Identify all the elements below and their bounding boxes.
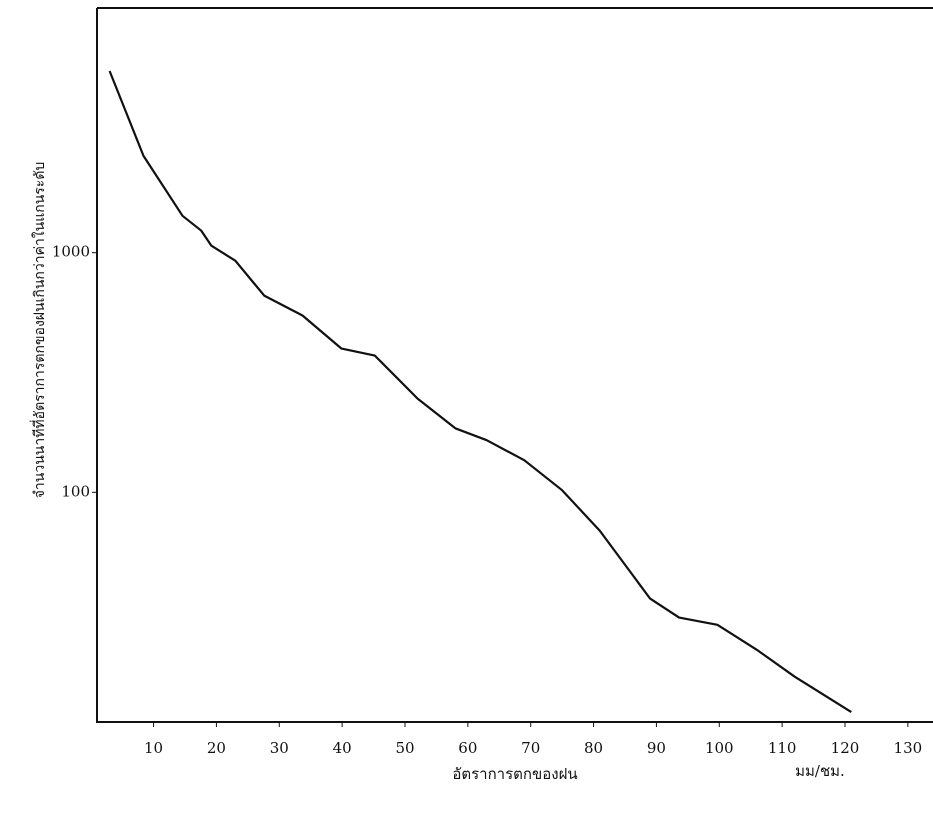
- x-axis-label: อัตราการตกของฝน: [452, 765, 577, 783]
- axes: [96, 8, 933, 723]
- x-axis-unit: มม/ชม.: [795, 762, 845, 780]
- y-axis-label: จำนวนนาทีที่อัตราการตกของฝนเกินกว่าค่าใน…: [30, 162, 48, 499]
- x-tick-label: 110: [768, 739, 797, 757]
- x-tick-label: 60: [458, 739, 477, 757]
- x-tick-label: 30: [270, 739, 289, 757]
- x-tick-label: 20: [207, 739, 226, 757]
- x-tick-label: 70: [521, 739, 540, 757]
- x-tick-label: 80: [584, 739, 603, 757]
- y-tick-label: 1000: [52, 243, 90, 261]
- x-tick-label: 130: [894, 739, 923, 757]
- x-tick-label: 10: [144, 739, 163, 757]
- x-tick-label: 50: [395, 739, 414, 757]
- y-tick-label: 100: [61, 482, 90, 500]
- x-tick-label: 40: [333, 739, 352, 757]
- x-tick-label: 120: [831, 739, 860, 757]
- x-tick-label: 100: [705, 739, 734, 757]
- x-tick-label: 90: [647, 739, 666, 757]
- line: [108, 70, 852, 714]
